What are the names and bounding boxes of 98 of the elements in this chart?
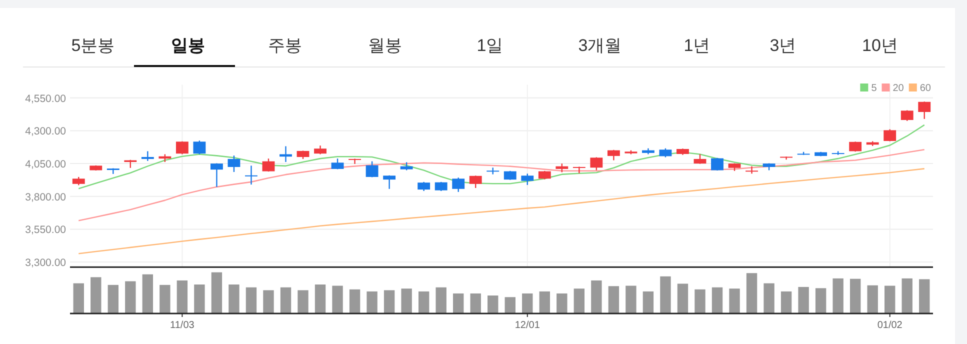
- bar: [418, 291, 430, 313]
- text: 3년: [770, 36, 796, 55]
- candlestick: [452, 177, 465, 193]
- bar: [522, 293, 533, 313]
- candlestick: [918, 101, 931, 120]
- bar: [591, 280, 602, 313]
- y-tick-label: 4,550.00: [25, 92, 66, 105]
- bar: [729, 288, 740, 313]
- text: 주봉: [268, 36, 302, 55]
- legend-label: 20: [892, 83, 904, 94]
- text: 1일: [476, 36, 504, 55]
- bar: [574, 288, 585, 313]
- bar: [919, 279, 930, 313]
- bar: [90, 277, 102, 313]
- bar: [642, 291, 654, 313]
- bar: [298, 290, 308, 313]
- y-tick-label: 4,050.00: [25, 158, 66, 171]
- candlestick: [746, 166, 758, 174]
- text: 10년: [862, 36, 898, 55]
- bar: [798, 286, 809, 313]
- bar: [780, 291, 792, 313]
- bar: [246, 287, 257, 313]
- bar: [677, 284, 688, 313]
- candlestick: [418, 181, 430, 192]
- text: 5분봉: [71, 36, 115, 55]
- bar: [349, 289, 360, 313]
- bar: [194, 284, 205, 313]
- bar: [539, 291, 550, 313]
- bar: [867, 285, 878, 313]
- bar: [125, 281, 136, 313]
- bar: [73, 283, 84, 313]
- candlestick: [193, 140, 206, 155]
- bar: [176, 280, 188, 313]
- line-series: [78, 148, 926, 222]
- bar: [453, 293, 464, 313]
- bar: [142, 274, 154, 313]
- x-tick-label: 11/03: [170, 320, 195, 331]
- bar: [712, 287, 723, 313]
- bar: [764, 283, 774, 313]
- bar: [160, 284, 170, 313]
- candlestick: [694, 154, 706, 164]
- bar: [488, 296, 498, 313]
- line-series: [78, 168, 926, 254]
- candlestick: [434, 181, 448, 192]
- text: 일봉: [171, 36, 205, 55]
- x-tick-label: 12/01: [514, 320, 540, 331]
- bar: [211, 272, 222, 313]
- bar: [366, 291, 378, 313]
- bar: [626, 286, 636, 313]
- bar: [850, 278, 861, 313]
- legend-label: 5: [871, 83, 878, 94]
- y-tick-label: 4,300.00: [25, 126, 66, 138]
- bar: [332, 286, 343, 313]
- bar: [504, 297, 516, 313]
- bar: [263, 290, 274, 313]
- candlestick: [366, 160, 378, 178]
- candlestick: [348, 158, 362, 165]
- text: 월봉: [368, 36, 402, 55]
- bar: [384, 290, 395, 313]
- bar: [470, 293, 481, 313]
- bar: [108, 284, 118, 313]
- bar: [608, 286, 620, 313]
- candlestick: [262, 158, 275, 172]
- candlestick: [280, 146, 292, 163]
- candlestick: [176, 140, 188, 155]
- bar: [815, 288, 826, 313]
- y-tick-label: 3,550.00: [25, 224, 66, 236]
- candlestick: [210, 162, 223, 188]
- candlestick: [590, 156, 603, 171]
- candlestick: [572, 166, 586, 174]
- text: 3개월: [578, 36, 622, 55]
- bar: [228, 284, 240, 313]
- bar: [902, 278, 912, 313]
- candlestick: [849, 141, 862, 152]
- candlestick: [245, 165, 258, 186]
- candlestick: [383, 174, 396, 190]
- bar: [280, 287, 292, 313]
- candlestick: [521, 173, 534, 186]
- bar: [884, 286, 896, 313]
- text: 1년: [684, 36, 710, 55]
- bar: [401, 288, 412, 313]
- bar: [660, 276, 671, 313]
- bar: [746, 273, 758, 313]
- legend-label: 60: [920, 83, 932, 94]
- bar: [314, 284, 326, 313]
- y-tick-label: 3,800.00: [25, 191, 66, 204]
- candlestick: [711, 157, 724, 172]
- y-tick-label: 3,300.00: [25, 257, 66, 270]
- candlestick: [469, 175, 482, 189]
- candlestick: [141, 150, 154, 162]
- bar: [436, 287, 446, 313]
- x-tick-label: 01/02: [877, 320, 903, 331]
- bar: [832, 278, 844, 313]
- line-series: [78, 124, 926, 190]
- candlestick: [228, 154, 240, 173]
- bar: [556, 293, 568, 313]
- bar: [694, 289, 706, 313]
- candlestick: [607, 149, 620, 161]
